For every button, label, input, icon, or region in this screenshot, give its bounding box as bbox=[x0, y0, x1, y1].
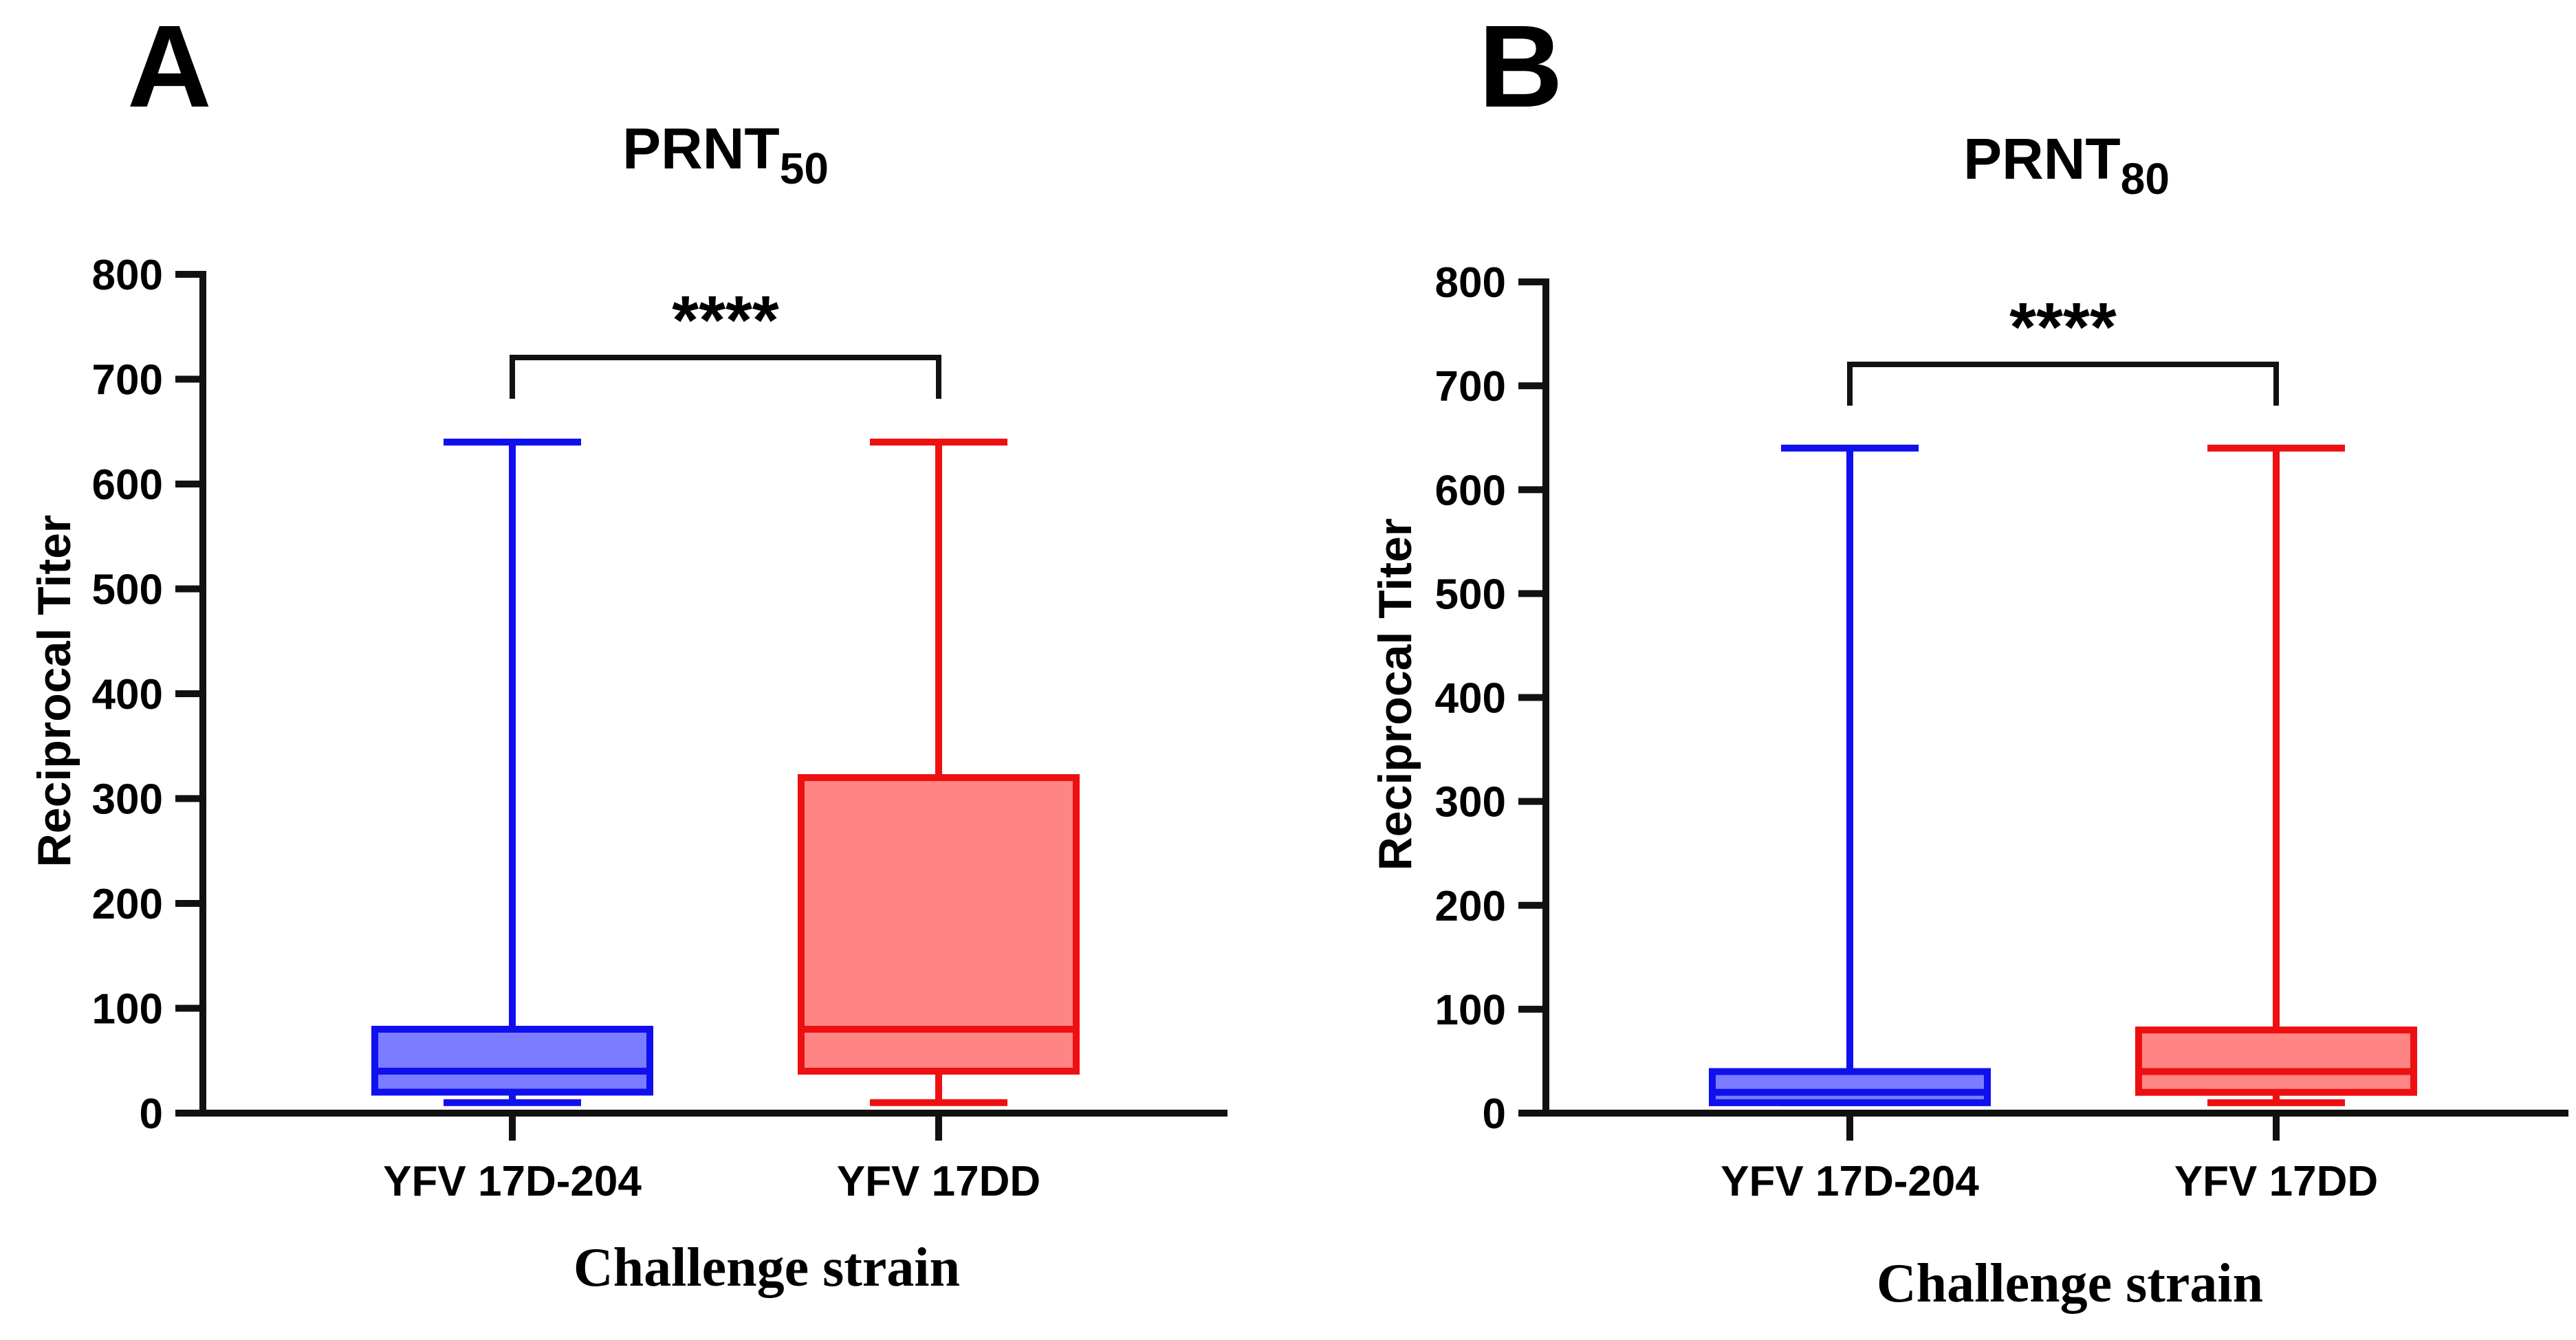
iqr-box bbox=[1709, 1068, 1991, 1106]
chart-title-b-subscript: 80 bbox=[2121, 154, 2170, 204]
y-tick-label: 500 bbox=[1435, 571, 1506, 618]
significance-label: **** bbox=[672, 282, 779, 359]
x-tick-label: YFV 17D-204 bbox=[383, 1158, 642, 1205]
y-tick-label: 0 bbox=[1483, 1090, 1506, 1138]
box-yfv-17d-204 bbox=[371, 439, 653, 1106]
y-tick-label: 300 bbox=[1435, 779, 1506, 826]
chart-title-b: PRNT80 bbox=[1963, 127, 2170, 204]
y-tick-label: 500 bbox=[92, 567, 163, 614]
x-axis-label-b: Challenge strain bbox=[1877, 1253, 2263, 1314]
plot-area-a: 0 100 200 300 400 500 600 700 800 YFV 17D-204 YFV … bbox=[92, 252, 1227, 1205]
chart-title-a: PRNT50 bbox=[622, 116, 829, 193]
y-tick-label: 800 bbox=[92, 252, 163, 299]
box-yfv-17dd bbox=[798, 439, 1080, 1106]
iqr-box bbox=[371, 1026, 653, 1096]
significance-label: **** bbox=[2009, 289, 2117, 366]
chart-title-a-main: PRNT bbox=[622, 116, 780, 181]
y-tick-label: 100 bbox=[92, 986, 163, 1033]
y-axis-label-b: Reciprocal Titer bbox=[1369, 518, 1421, 871]
y-tick-label: 200 bbox=[1435, 883, 1506, 930]
y-tick-label: 100 bbox=[1435, 987, 1506, 1034]
plot-area-b: 0 100 200 300 400 500 600 700 800 YFV 17D-204 YFV … bbox=[1435, 259, 2568, 1205]
y-tick-label: 300 bbox=[92, 776, 163, 824]
panel-letter-b: B bbox=[1478, 1, 1563, 132]
chart-title-a-subscript: 50 bbox=[780, 144, 829, 193]
y-tick-label: 700 bbox=[92, 357, 163, 404]
box-yfv-17dd bbox=[2135, 444, 2417, 1106]
y-tick-label: 700 bbox=[1435, 363, 1506, 410]
iqr-box bbox=[2135, 1026, 2417, 1096]
y-tick-label: 200 bbox=[92, 881, 163, 928]
panel-a: A PRNT50 Reciprocal Titer Challenge stra… bbox=[28, 1, 1227, 1298]
iqr-box bbox=[798, 774, 1080, 1075]
y-tick-label: 400 bbox=[1435, 675, 1506, 723]
x-tick-label: YFV 17D-204 bbox=[1721, 1158, 1979, 1205]
panel-b: B PRNT80 Reciprocal Titer Challenge stra… bbox=[1369, 1, 2568, 1314]
significance-bracket bbox=[510, 355, 941, 399]
significance-bracket bbox=[1847, 362, 2279, 406]
box-yfv-17d-204 bbox=[1709, 444, 1991, 1106]
y-tick-label: 800 bbox=[1435, 259, 1506, 307]
y-tick-label: 400 bbox=[92, 671, 163, 718]
y-tick-label: 0 bbox=[140, 1090, 163, 1138]
chart-title-b-main: PRNT bbox=[1963, 127, 2121, 191]
x-axis-label-a: Challenge strain bbox=[574, 1238, 960, 1298]
y-tick-label: 600 bbox=[92, 461, 163, 509]
x-tick-label: YFV 17DD bbox=[2174, 1158, 2378, 1205]
y-axis-label-a: Reciprocal Titer bbox=[28, 515, 80, 868]
y-tick-label: 600 bbox=[1435, 467, 1506, 514]
x-tick-label: YFV 17DD bbox=[837, 1158, 1040, 1205]
panel-letter-a: A bbox=[127, 1, 212, 132]
